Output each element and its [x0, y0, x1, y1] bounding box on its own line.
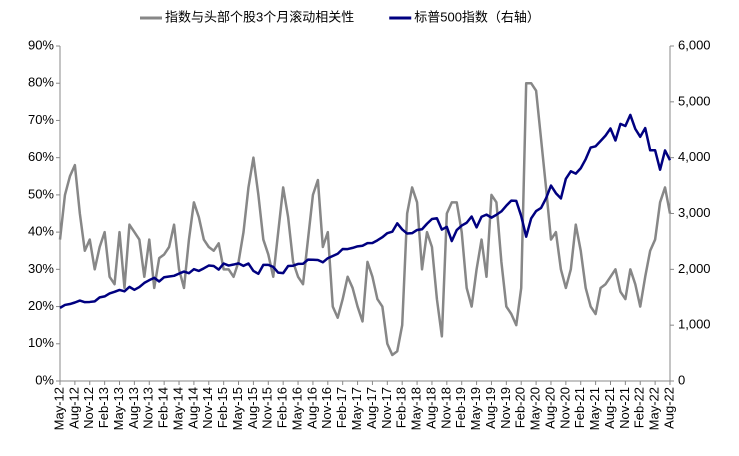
y-tick-label: 60%	[28, 149, 54, 164]
x-tick-label: Nov-12	[81, 387, 96, 429]
legend-label: 标普500指数（右轴）	[414, 9, 540, 24]
x-tick-label: Aug-15	[245, 387, 260, 429]
x-tick-label: May-15	[230, 387, 245, 430]
x-tick-label: Nov-18	[438, 387, 453, 429]
y2-tick-label: 1,000	[678, 317, 711, 332]
x-tick-label: Nov-15	[260, 387, 275, 429]
x-tick-label: Aug-13	[126, 387, 141, 429]
y-tick-label: 70%	[28, 112, 54, 127]
x-tick-label: Aug-16	[304, 387, 319, 429]
y2-tick-label: 0	[678, 372, 685, 387]
x-tick-label: Aug-17	[364, 387, 379, 429]
x-tick-label: Nov-17	[379, 387, 394, 429]
y-tick-label: 30%	[28, 261, 54, 276]
x-tick-label: Feb-19	[453, 387, 468, 428]
x-tick-label: May-16	[289, 387, 304, 430]
x-tick-label: May-12	[51, 387, 66, 430]
y-tick-label: 10%	[28, 335, 54, 350]
y2-tick-label: 5,000	[678, 93, 711, 108]
x-tick-label: May-17	[349, 387, 364, 430]
x-tick-label: Nov-13	[141, 387, 156, 429]
x-tick-label: Nov-21	[617, 387, 632, 429]
y2-tick-label: 6,000	[678, 37, 711, 52]
x-tick-label: Feb-15	[215, 387, 230, 428]
series-line	[59, 113, 672, 309]
x-tick-label: Aug-18	[423, 387, 438, 429]
x-tick-label: Feb-17	[334, 387, 349, 428]
x-tick-label: May-22	[647, 387, 662, 430]
x-tick-label: Feb-13	[96, 387, 111, 428]
y-tick-label: 20%	[28, 298, 54, 313]
x-tick-label: Aug-14	[185, 387, 200, 429]
series-line	[58, 81, 672, 357]
y-tick-label: 80%	[28, 75, 54, 90]
x-tick-label: May-18	[409, 387, 424, 430]
x-tick-label: Feb-21	[572, 387, 587, 428]
x-tick-label: Feb-14	[156, 387, 171, 428]
x-tick-label: Aug-19	[483, 387, 498, 429]
x-tick-label: May-19	[468, 387, 483, 430]
x-tick-label: May-21	[587, 387, 602, 430]
y-tick-label: 50%	[28, 186, 54, 201]
x-tick-label: Aug-22	[661, 387, 676, 429]
x-tick-label: Nov-20	[557, 387, 572, 429]
x-tick-label: Feb-20	[513, 387, 528, 428]
legend-label: 指数与头部个股3个月滚动相关性	[165, 9, 354, 24]
x-tick-label: Nov-14	[200, 387, 215, 429]
y2-tick-label: 4,000	[678, 149, 711, 164]
x-tick-label: Feb-18	[394, 387, 409, 428]
y-tick-label: 90%	[28, 37, 54, 52]
y2-tick-label: 2,000	[678, 261, 711, 276]
x-tick-label: Nov-19	[498, 387, 513, 429]
x-tick-label: Aug-20	[542, 387, 557, 429]
x-tick-label: Feb-22	[632, 387, 647, 428]
x-tick-label: Nov-16	[319, 387, 334, 429]
y-tick-label: 40%	[28, 224, 54, 239]
y2-tick-label: 3,000	[678, 205, 711, 220]
x-tick-label: Aug-12	[66, 387, 81, 429]
x-tick-label: May-20	[528, 387, 543, 430]
x-tick-label: May-14	[170, 387, 185, 430]
x-tick-label: Feb-16	[275, 387, 290, 428]
x-tick-label: May-13	[111, 387, 126, 430]
y-tick-label: 0%	[35, 372, 54, 387]
x-tick-label: Aug-21	[602, 387, 617, 429]
